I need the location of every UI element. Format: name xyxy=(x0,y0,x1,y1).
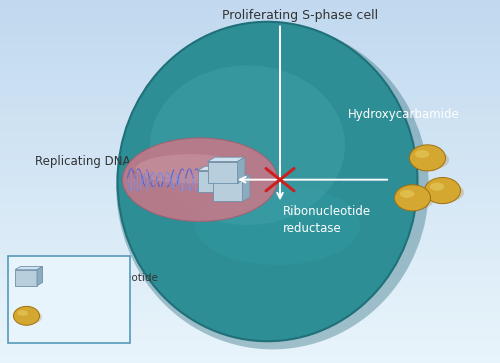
Text: Replicating DNA: Replicating DNA xyxy=(35,155,168,180)
Ellipse shape xyxy=(118,22,418,341)
Bar xyxy=(0,36,500,44)
Bar xyxy=(0,131,500,138)
Ellipse shape xyxy=(18,310,28,316)
Polygon shape xyxy=(212,175,250,180)
Polygon shape xyxy=(37,266,43,286)
Bar xyxy=(0,58,500,65)
Bar xyxy=(0,312,500,319)
Ellipse shape xyxy=(136,154,244,183)
Ellipse shape xyxy=(14,306,40,325)
Ellipse shape xyxy=(430,183,444,191)
Bar xyxy=(0,0,500,7)
Ellipse shape xyxy=(122,138,278,221)
Ellipse shape xyxy=(396,190,434,209)
Bar xyxy=(0,189,500,196)
Bar xyxy=(0,22,500,29)
Bar xyxy=(0,254,500,261)
Bar xyxy=(0,203,500,211)
Bar xyxy=(0,167,500,174)
Bar xyxy=(0,138,500,145)
Ellipse shape xyxy=(415,150,430,158)
Text: Ribonucleotide: Ribonucleotide xyxy=(50,311,128,321)
Ellipse shape xyxy=(150,65,345,225)
Bar xyxy=(0,356,500,363)
Ellipse shape xyxy=(400,190,414,198)
Bar xyxy=(0,283,500,290)
Bar xyxy=(0,348,500,356)
Bar xyxy=(0,29,500,36)
Text: Proliferating S-phase cell: Proliferating S-phase cell xyxy=(222,9,378,22)
Ellipse shape xyxy=(426,183,464,202)
Polygon shape xyxy=(198,166,235,171)
Bar xyxy=(0,116,500,123)
Bar xyxy=(0,182,500,189)
Bar xyxy=(0,225,500,232)
Bar xyxy=(0,247,500,254)
Polygon shape xyxy=(228,166,235,192)
Bar xyxy=(0,319,500,327)
Polygon shape xyxy=(212,180,242,201)
Bar xyxy=(0,102,500,109)
Bar xyxy=(0,196,500,203)
Bar xyxy=(0,298,500,305)
Text: Ribonucleotide
reductase: Ribonucleotide reductase xyxy=(282,205,370,235)
Bar xyxy=(0,240,500,247)
Bar xyxy=(0,211,500,218)
Bar xyxy=(0,327,500,334)
Ellipse shape xyxy=(15,310,42,324)
Bar xyxy=(0,232,500,240)
Bar xyxy=(0,15,500,22)
Bar xyxy=(0,341,500,348)
Polygon shape xyxy=(208,162,238,183)
Text: Deoxyribonucleotide: Deoxyribonucleotide xyxy=(50,273,158,283)
Bar xyxy=(0,109,500,116)
Polygon shape xyxy=(15,270,37,286)
Ellipse shape xyxy=(412,150,449,170)
Bar xyxy=(0,218,500,225)
Ellipse shape xyxy=(424,178,460,204)
Polygon shape xyxy=(238,157,245,183)
Bar xyxy=(0,290,500,298)
Bar xyxy=(0,174,500,182)
Bar xyxy=(0,65,500,73)
Ellipse shape xyxy=(195,185,360,265)
Bar xyxy=(0,80,500,87)
Polygon shape xyxy=(242,175,250,201)
FancyBboxPatch shape xyxy=(8,256,130,343)
Bar xyxy=(0,334,500,341)
Bar xyxy=(0,152,500,160)
Bar xyxy=(0,261,500,269)
Polygon shape xyxy=(15,266,42,270)
Bar xyxy=(0,51,500,58)
Bar xyxy=(0,160,500,167)
Bar xyxy=(0,305,500,312)
Bar xyxy=(0,94,500,102)
Ellipse shape xyxy=(116,25,429,349)
Ellipse shape xyxy=(394,185,430,211)
Bar xyxy=(0,269,500,276)
Bar xyxy=(0,44,500,51)
Bar xyxy=(0,276,500,283)
Ellipse shape xyxy=(410,145,446,171)
Bar xyxy=(0,145,500,152)
Polygon shape xyxy=(208,157,245,162)
Polygon shape xyxy=(198,171,228,192)
Bar xyxy=(0,73,500,80)
Text: Hydroxycarbamide: Hydroxycarbamide xyxy=(348,108,459,121)
Bar xyxy=(0,87,500,94)
Bar xyxy=(0,123,500,131)
Bar xyxy=(0,7,500,15)
